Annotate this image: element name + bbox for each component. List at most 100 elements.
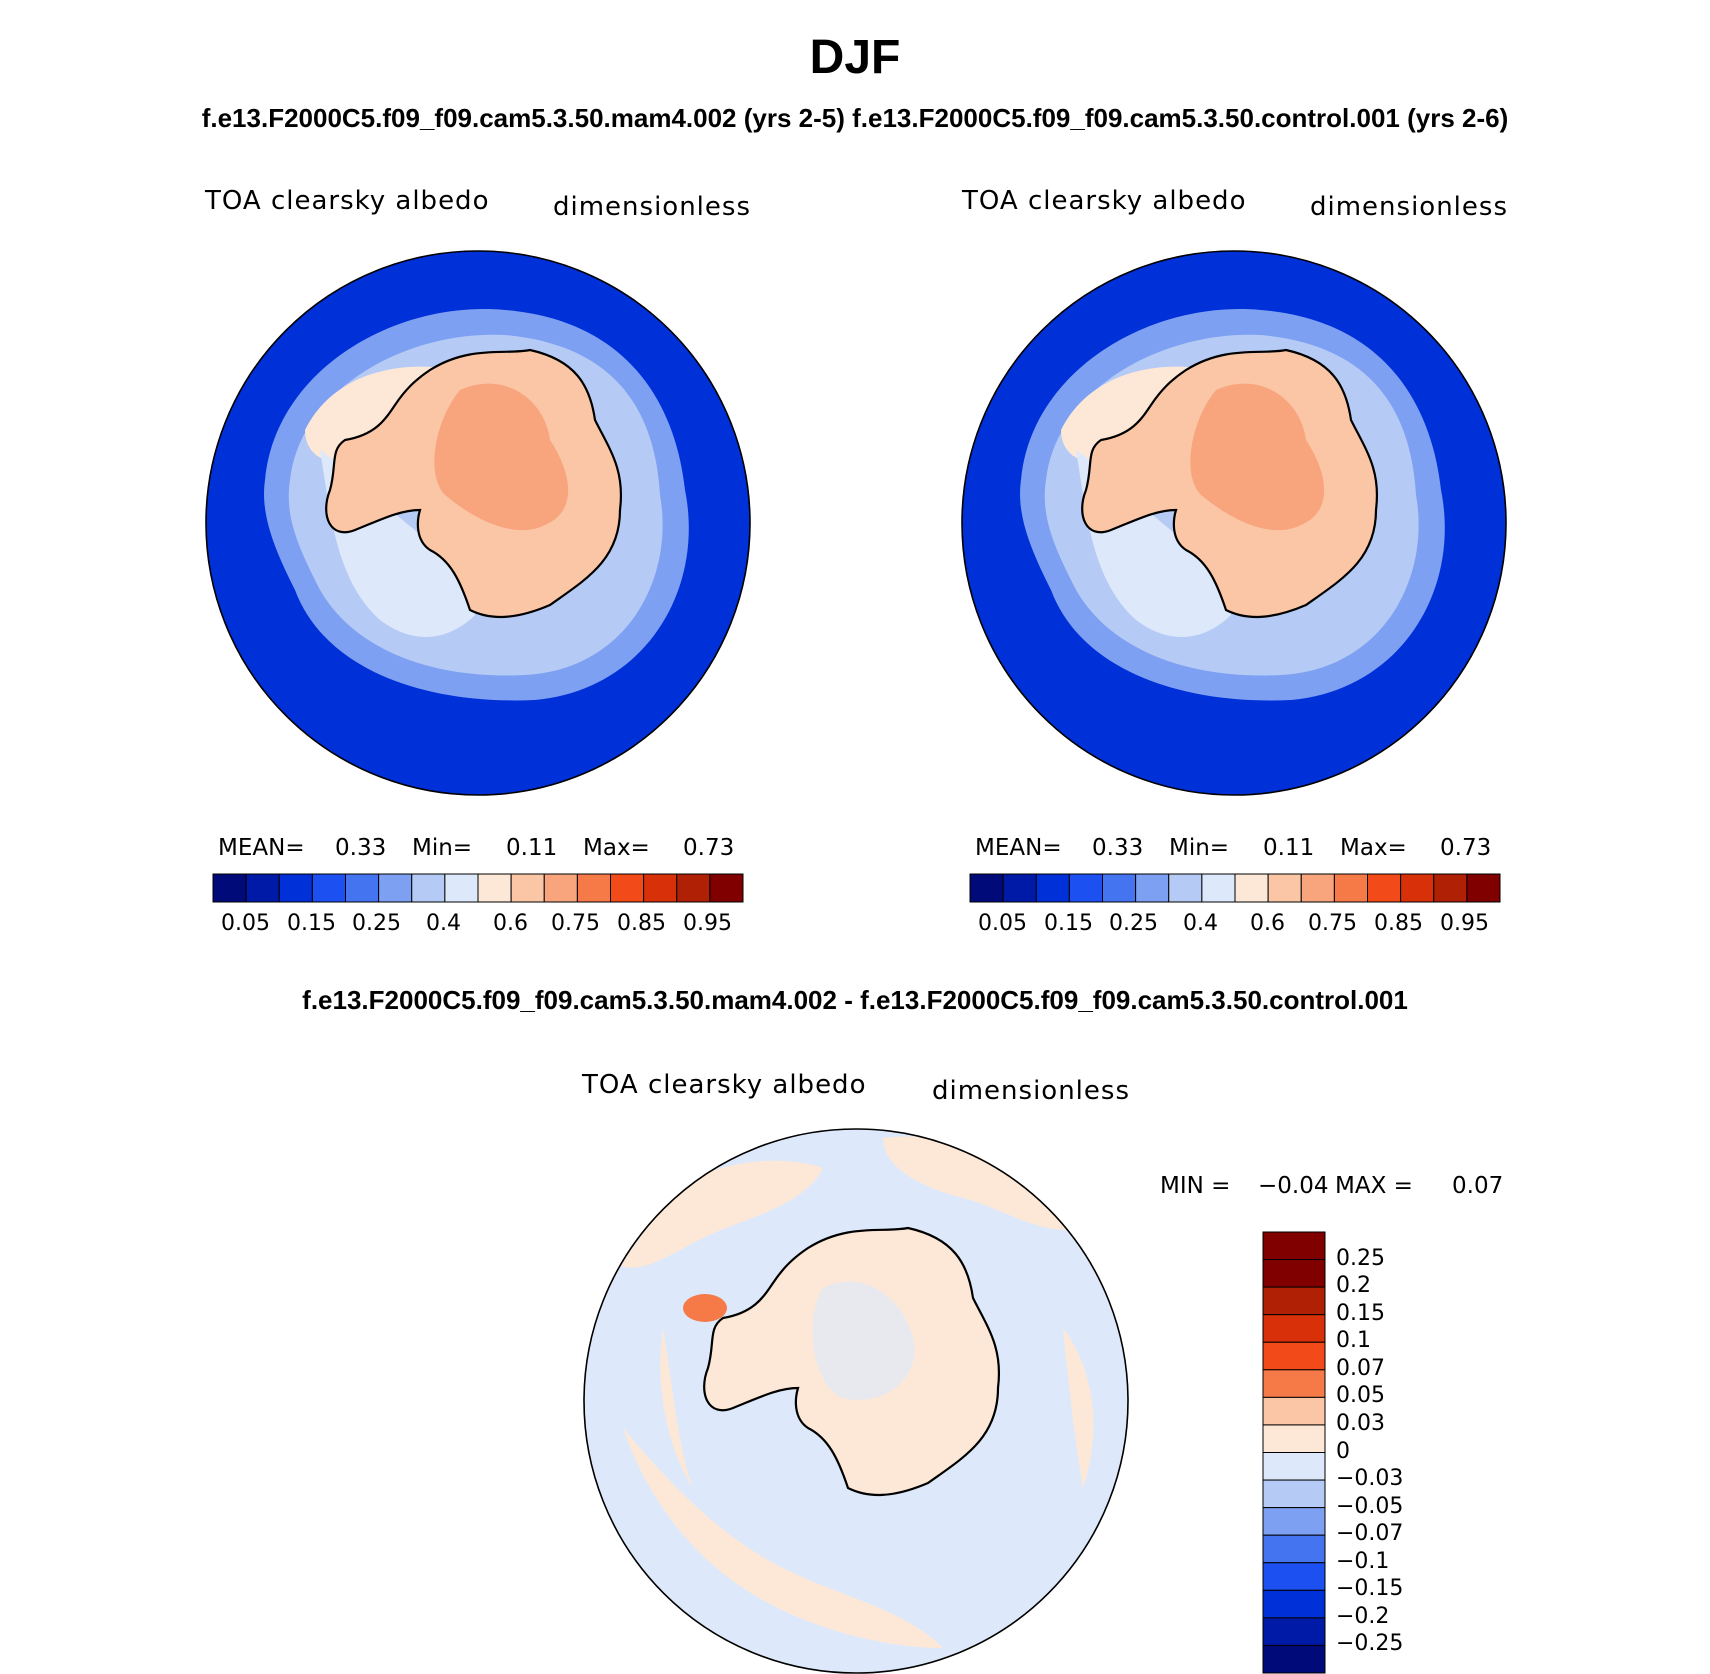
diff-max-value: 0.07: [1452, 1173, 1504, 1199]
diff-tick: 0.1: [1336, 1328, 1371, 1354]
colorbar-box: [1068, 873, 1103, 903]
panel2-max-label: Max=: [1340, 835, 1407, 861]
colorbar-box: [643, 873, 678, 903]
colorbar-box: [1367, 873, 1402, 903]
colorbar-box: [477, 873, 512, 903]
panel1-max-value: 0.73: [683, 835, 735, 861]
colorbar-box: [576, 873, 611, 903]
colorbar-box: [1168, 873, 1203, 903]
colorbar-box: [1234, 873, 1269, 903]
colorbar-box: [1262, 1259, 1326, 1288]
panel1-tick-1: 0.15: [287, 911, 336, 936]
colorbar-box: [1262, 1479, 1326, 1509]
colorbar-box: [709, 873, 744, 903]
panel2-tick-5: 0.75: [1308, 911, 1357, 936]
colorbar-box: [1201, 873, 1236, 903]
panel1-units-label: dimensionless: [553, 192, 751, 222]
panel2-tick-3: 0.4: [1183, 911, 1218, 936]
panel2-tick-7: 0.95: [1440, 911, 1489, 936]
panel2-units-label: dimensionless: [1310, 192, 1508, 222]
panel2-tick-6: 0.85: [1374, 911, 1423, 936]
positive-anomaly-max: [683, 1294, 727, 1322]
colorbar-box: [1262, 1231, 1326, 1261]
panel2-max-value: 0.73: [1440, 835, 1492, 861]
colorbar-box: [1262, 1396, 1326, 1426]
panel2-variable-label: TOA clearsky albedo: [962, 186, 1247, 216]
colorbar-box: [1102, 873, 1137, 903]
panel2-colorbar: [969, 873, 1501, 903]
diff-tick: −0.2: [1336, 1603, 1390, 1629]
colorbar-box: [1262, 1562, 1326, 1591]
panel1-mean-label: MEAN=: [218, 835, 305, 861]
colorbar-box: [1262, 1589, 1326, 1619]
colorbar-box: [1267, 873, 1302, 903]
colorbar-box: [1262, 1617, 1326, 1646]
positive-anomaly-patch: [1063, 1328, 1094, 1488]
positive-anomaly-patch: [623, 1428, 943, 1648]
diff-tick: 0.25: [1336, 1245, 1385, 1271]
continent-negative-anomaly: [812, 1281, 915, 1400]
colorbar-box: [1135, 873, 1170, 903]
colorbar-box: [1466, 873, 1501, 903]
diff-tick: −0.07: [1336, 1521, 1404, 1547]
diff-min-label: MIN =: [1160, 1173, 1231, 1199]
colorbar-box: [444, 873, 479, 903]
diff-tick: −0.03: [1336, 1466, 1404, 1492]
colorbar-box: [1002, 873, 1037, 903]
positive-anomaly-patch: [883, 1136, 1083, 1231]
diff-tick: −0.05: [1336, 1493, 1404, 1519]
diff-tick: 0.07: [1336, 1355, 1385, 1381]
map-boundary: [205, 250, 751, 796]
colorbar-box: [1262, 1534, 1326, 1564]
diff-tick: 0.03: [1336, 1410, 1385, 1436]
colorbar-box: [1333, 873, 1368, 903]
colorbar-box: [1035, 873, 1070, 903]
difference-colorbar: [1262, 1231, 1326, 1674]
figure-subtitle: f.e13.F2000C5.f09_f09.cam5.3.50.mam4.002…: [201, 103, 1509, 133]
diff-max-label: MAX =: [1335, 1173, 1413, 1199]
colorbar-box: [1262, 1341, 1326, 1371]
diff-tick: 0: [1336, 1438, 1350, 1464]
colorbar-box: [245, 873, 280, 903]
colorbar-box: [1262, 1369, 1326, 1398]
colorbar-box: [278, 873, 313, 903]
plateau-interior: [434, 383, 569, 531]
diff-tick: 0.05: [1336, 1383, 1385, 1409]
panel2-map: [961, 250, 1507, 796]
colorbar-box: [1400, 873, 1435, 903]
panel1-tick-2: 0.25: [352, 911, 401, 936]
diff-tick: −0.25: [1336, 1631, 1404, 1657]
colorbar-box: [411, 873, 446, 903]
colorbar-box: [610, 873, 645, 903]
figure-title: DJF: [809, 31, 901, 84]
panel1-mean-value: 0.33: [335, 835, 387, 861]
diff-variable-label: TOA clearsky albedo: [582, 1070, 867, 1100]
colorbar-box: [676, 873, 711, 903]
colorbar-box: [378, 873, 413, 903]
panel2-tick-0: 0.05: [978, 911, 1027, 936]
colorbar-box: [1262, 1286, 1326, 1316]
plateau-interior: [1190, 383, 1325, 531]
diff-min-value: −0.04: [1258, 1173, 1329, 1199]
panel1-tick-5: 0.75: [551, 911, 600, 936]
positive-anomaly-patch: [660, 1328, 693, 1488]
panel1-tick-7: 0.95: [683, 911, 732, 936]
panel1-max-label: Max=: [583, 835, 650, 861]
colorbar-box: [1433, 873, 1468, 903]
colorbar-box: [1262, 1424, 1326, 1453]
panel1-min-value: 0.11: [506, 835, 558, 861]
panel1-tick-6: 0.85: [617, 911, 666, 936]
colorbar-box: [345, 873, 380, 903]
panel2-tick-4: 0.6: [1250, 911, 1285, 936]
panel1-min-label: Min=: [412, 835, 473, 861]
panel2-min-value: 0.11: [1263, 835, 1315, 861]
panel1-map: [205, 250, 751, 796]
colorbar-box: [510, 873, 545, 903]
difference-title: f.e13.F2000C5.f09_f09.cam5.3.50.mam4.002…: [302, 985, 1408, 1015]
diff-tick: 0.15: [1336, 1300, 1385, 1326]
colorbar-box: [1262, 1644, 1326, 1674]
positive-anomaly-patch: [603, 1160, 823, 1268]
colorbar-box: [1262, 1452, 1326, 1481]
difference-map: [583, 1128, 1129, 1674]
panel1-tick-4: 0.6: [493, 911, 528, 936]
